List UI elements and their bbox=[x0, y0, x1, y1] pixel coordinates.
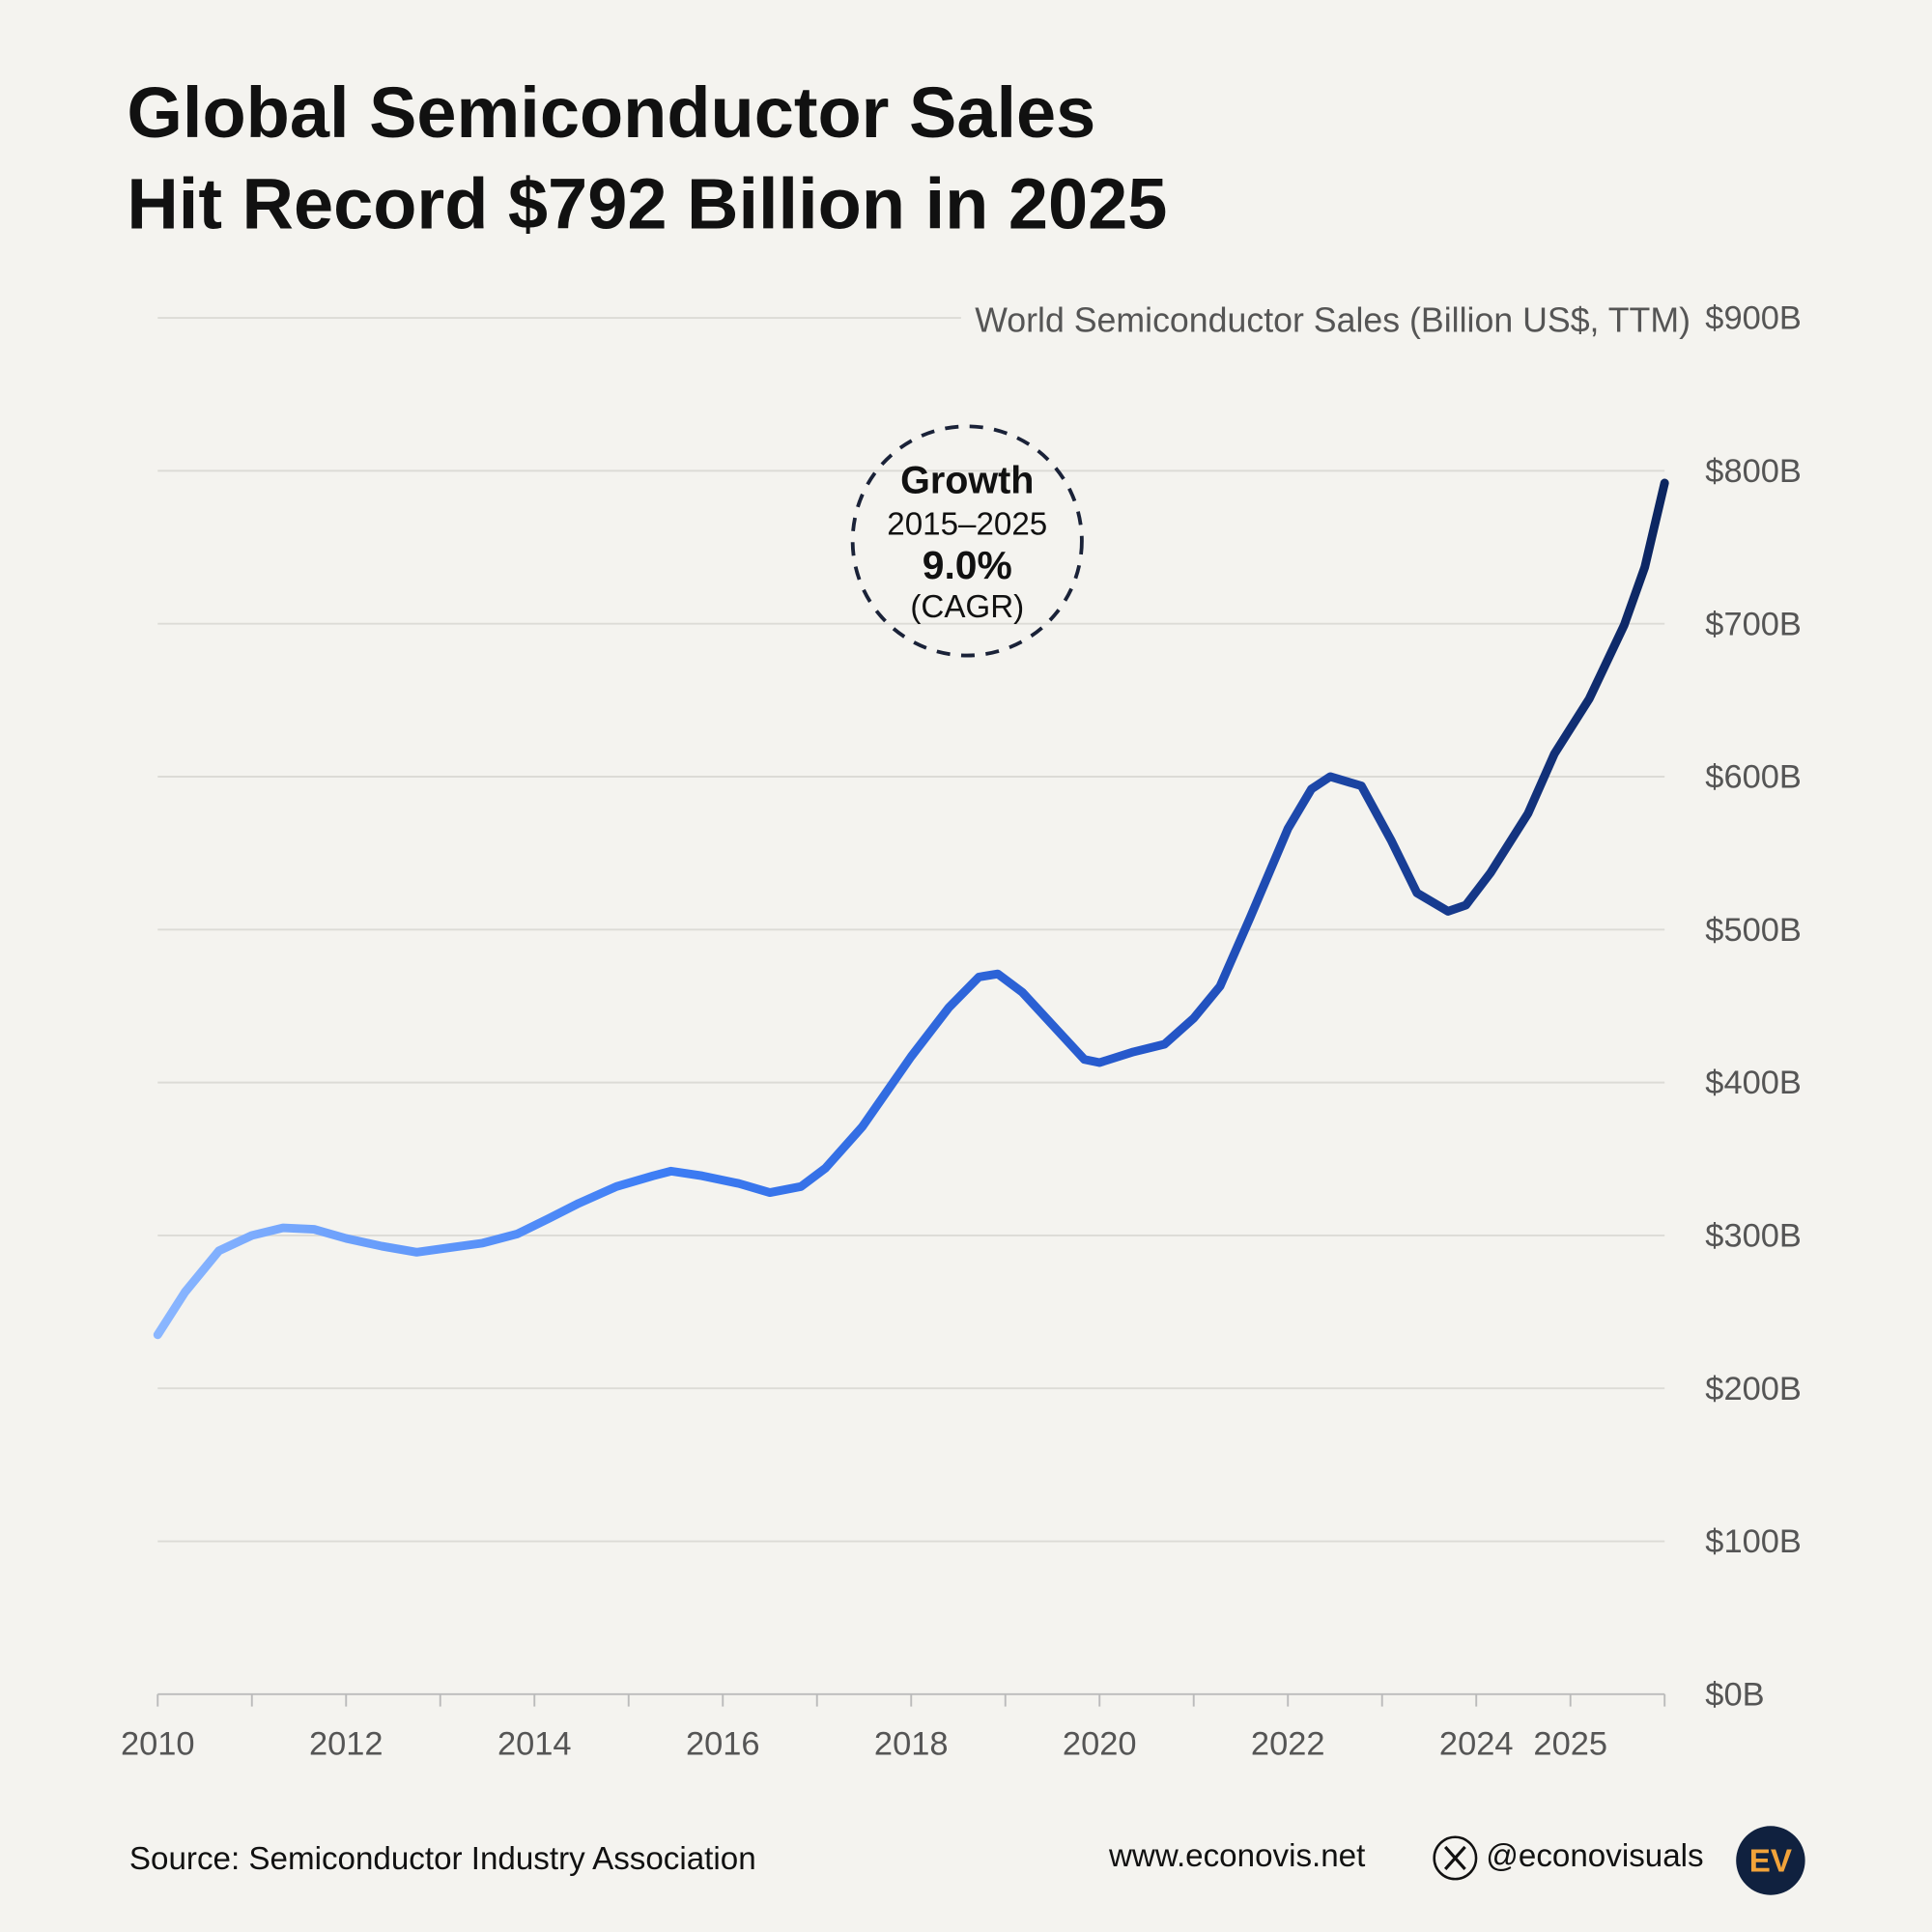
y-tick-label: $0B bbox=[1705, 1676, 1764, 1713]
y-tick-label: $300B bbox=[1705, 1218, 1802, 1255]
x-tick-label: 2016 bbox=[686, 1725, 760, 1762]
source: Source: Semiconductor Industry Associati… bbox=[129, 1841, 756, 1877]
y-tick-label: $600B bbox=[1705, 759, 1802, 796]
x-tick-label: 2010 bbox=[121, 1725, 195, 1762]
chart-title: Global Semiconductor Sales bbox=[127, 72, 1095, 153]
annotation-circle bbox=[850, 424, 1084, 658]
x-tick-label: 2014 bbox=[497, 1725, 572, 1762]
y-tick-label: $500B bbox=[1705, 912, 1802, 949]
x-tick-label: 2025 bbox=[1533, 1725, 1607, 1762]
y-tick-label: $100B bbox=[1705, 1523, 1802, 1560]
annotation-note: (CAGR) bbox=[910, 589, 1024, 625]
website: www.econovis.net bbox=[1108, 1838, 1365, 1874]
annotation-period: 2015–2025 bbox=[887, 506, 1047, 542]
x-tick-label: 2020 bbox=[1063, 1725, 1137, 1762]
x-tick-label: 2022 bbox=[1251, 1725, 1325, 1762]
annotation: Growth 2015–2025 9.0% (CAGR) bbox=[850, 424, 1084, 658]
x-tick-label: 2018 bbox=[874, 1725, 949, 1762]
y-tick-label: $400B bbox=[1705, 1065, 1802, 1101]
x-tick-label: 2024 bbox=[1439, 1725, 1514, 1762]
x-tick-label: 2012 bbox=[309, 1725, 384, 1762]
logo-badge bbox=[1736, 1826, 1805, 1895]
y-tick-label: $200B bbox=[1705, 1371, 1802, 1407]
plot: $0B $100B $200B $300B $400B $500B $600B $700B $8… bbox=[121, 300, 1802, 1763]
annotation-value: 9.0% bbox=[923, 543, 1012, 587]
sales-line bbox=[153, 478, 1669, 1340]
y-tick-label: $700B bbox=[1705, 606, 1802, 642]
label-backdrop bbox=[960, 296, 1696, 348]
y-tick-label: $900B bbox=[1705, 300, 1802, 337]
y-axis-label: World Semiconductor Sales (Billion US$, … bbox=[975, 301, 1690, 340]
logo: EV bbox=[1749, 1843, 1792, 1879]
handle: @econovisuals bbox=[1486, 1838, 1703, 1874]
annotation-heading: Growth bbox=[900, 459, 1034, 501]
x-icon bbox=[1433, 1835, 1478, 1881]
y-tick-label: $800B bbox=[1705, 453, 1802, 490]
chart-title: Hit Record $792 Billion in 2025 bbox=[127, 163, 1167, 243]
